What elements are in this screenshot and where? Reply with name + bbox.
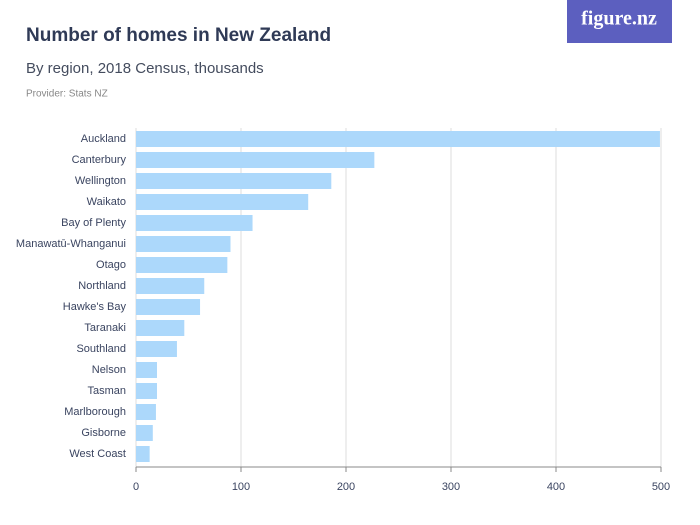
- y-tick-label: Hawke's Bay: [63, 301, 127, 313]
- bar: [136, 383, 157, 399]
- y-tick-label: Taranaki: [84, 322, 126, 334]
- x-tick-label: 400: [547, 481, 565, 493]
- bar: [136, 194, 309, 210]
- bar: [136, 341, 177, 357]
- y-tick-label: Marlborough: [64, 406, 126, 418]
- logo-box: [567, 0, 672, 43]
- y-tick-label: West Coast: [69, 448, 126, 460]
- provider: Provider: Stats NZ: [26, 89, 108, 100]
- x-tick-label: 300: [442, 481, 460, 493]
- y-tick-label: Bay of Plenty: [61, 217, 126, 229]
- y-tick-label: Gisborne: [81, 427, 126, 439]
- y-tick-label: Nelson: [92, 364, 126, 376]
- x-tick-label: 0: [133, 481, 139, 493]
- y-tick-label: Otago: [96, 259, 126, 271]
- bar: [136, 299, 201, 315]
- bar: [136, 278, 205, 294]
- bar: [136, 152, 375, 168]
- y-tick-label: Canterbury: [72, 154, 127, 166]
- chart-title: Number of homes in New Zealand: [26, 25, 331, 46]
- y-tick-label: Wellington: [75, 175, 126, 187]
- y-tick-label: Tasman: [87, 385, 126, 397]
- bar: [136, 236, 231, 252]
- bar: [136, 320, 185, 336]
- x-tick-label: 500: [652, 481, 670, 493]
- bar: [136, 215, 253, 231]
- bar: [136, 404, 156, 420]
- bar: [136, 362, 157, 378]
- y-tick-label: Manawatū-Whanganui: [16, 238, 126, 250]
- logo: figure.nz: [581, 8, 657, 30]
- bar: [136, 446, 150, 462]
- bar: [136, 173, 332, 189]
- x-tick-label: 100: [232, 481, 250, 493]
- bar: [136, 425, 153, 441]
- y-tick-label: Auckland: [81, 133, 126, 145]
- bar: [136, 131, 660, 147]
- y-tick-label: Northland: [78, 280, 126, 292]
- bar: [136, 257, 228, 273]
- x-tick-label: 200: [337, 481, 355, 493]
- y-tick-label: Waikato: [87, 196, 126, 208]
- chart-subtitle: By region, 2018 Census, thousands: [26, 60, 264, 77]
- y-tick-label: Southland: [76, 343, 126, 355]
